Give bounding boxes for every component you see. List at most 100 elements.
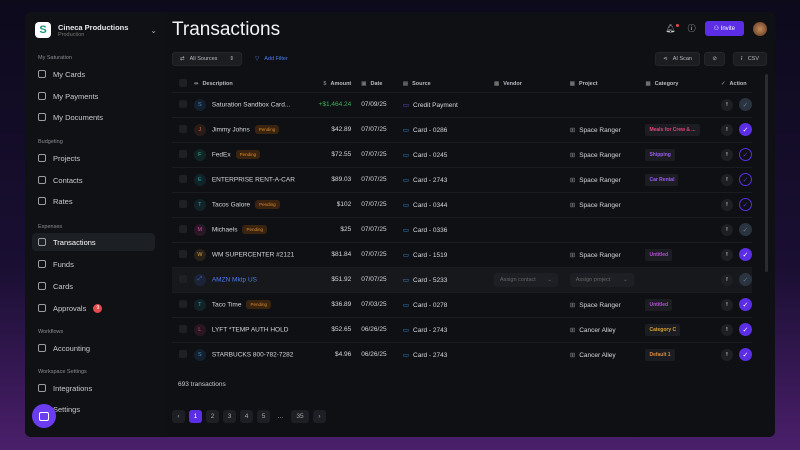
sidebar-item-contacts[interactable]: Contacts xyxy=(32,171,155,189)
org-switcher[interactable]: S Cineca Productions Production ⌄ xyxy=(35,22,157,38)
approve-check-button[interactable]: ✓ xyxy=(738,298,752,311)
sidebar-item-cards[interactable]: Cards xyxy=(32,277,155,295)
category-tag[interactable]: Category C xyxy=(645,324,681,336)
project-cell: ⊞ Space Ranger xyxy=(569,116,646,142)
sources-select[interactable]: ⇄ All Sources ⇕ xyxy=(172,52,242,66)
user-avatar[interactable] xyxy=(753,21,767,36)
category-tag[interactable]: Meals for Crew & ... xyxy=(645,124,700,136)
table-row[interactable]: L LYFT *TEMP AUTH HOLD $52.65 06/26/25 ▭ Card… xyxy=(172,316,752,342)
assign-project-select[interactable]: Assign project ⌄ xyxy=(569,272,634,287)
upload-receipt-button[interactable]: ⭱ xyxy=(720,148,733,161)
approve-check-button[interactable]: ✓ xyxy=(738,248,752,261)
sidebar-item-projects[interactable]: Projects xyxy=(32,149,155,167)
approve-check-button[interactable]: ✓ xyxy=(738,273,752,286)
assign-contact-select[interactable]: Assign contact ⌄ xyxy=(494,272,559,287)
hide-receipts-button[interactable]: ⊘ xyxy=(704,52,725,66)
upload-receipt-button[interactable]: ⭱ xyxy=(720,323,733,336)
table-row[interactable]: T Taco Time Pending $36.89 07/03/25 ▭ Card - 0… xyxy=(172,291,752,317)
row-checkbox[interactable] xyxy=(179,249,187,258)
invite-button[interactable]: ⚇ Invite xyxy=(704,21,744,36)
approve-check-button[interactable]: ✓ xyxy=(738,98,752,111)
add-filter-button[interactable]: ▽ Add Filter xyxy=(248,52,295,66)
approve-check-button[interactable]: ✓ xyxy=(738,223,752,236)
upload-receipt-button[interactable]: ⭱ xyxy=(720,223,733,236)
table-row[interactable]: ⤢ AMZN Mktp US $51.92 07/07/25 ▭ Card - 5233 A… xyxy=(172,266,752,292)
sidebar-item-label: Contacts xyxy=(53,175,83,185)
description-text[interactable]: AMZN Mktp US xyxy=(211,276,257,284)
sidebar-item-my-payments[interactable]: My Payments xyxy=(32,87,155,105)
upload-receipt-button[interactable]: ⭱ xyxy=(720,348,733,361)
row-checkbox[interactable] xyxy=(179,299,187,308)
category-tag[interactable]: Untitled xyxy=(645,299,673,311)
upload-receipt-button[interactable]: ⭱ xyxy=(720,248,733,261)
table-row[interactable]: W WM SUPERCENTER #2121 $81.84 07/07/25 ▭ Card… xyxy=(172,241,752,267)
source-text: Card - 0344 xyxy=(413,201,448,209)
sidebar-item-label: Transactions xyxy=(53,237,96,247)
column-header-project[interactable]: ▦ Project xyxy=(570,76,646,92)
column-header-action[interactable]: ✓ Action xyxy=(721,76,752,92)
table-row[interactable]: S STARBUCKS 800-782-7282 $4.96 06/26/25 ▭ Car… xyxy=(172,341,752,367)
table-row[interactable]: S Saturation Sandbox Card... +$1,464.24 07/… xyxy=(172,91,752,117)
help-icon[interactable]: ⓘ xyxy=(687,24,696,33)
upload-receipt-button[interactable]: ⭱ xyxy=(720,98,733,111)
row-checkbox[interactable] xyxy=(179,124,187,133)
table-row[interactable]: F FedEx Pending $72.55 07/07/25 ▭ Card - 0245 ⊞… xyxy=(172,141,752,167)
select-all-checkbox[interactable] xyxy=(179,78,187,87)
ai-scan-button[interactable]: ⋖ AI Scan xyxy=(655,52,700,66)
category-tag[interactable]: Default 1 xyxy=(645,349,675,362)
approve-check-button[interactable]: ✓ xyxy=(738,173,752,186)
category-tag[interactable]: Shipping xyxy=(645,149,675,161)
row-checkbox[interactable] xyxy=(179,199,187,208)
row-checkbox[interactable] xyxy=(179,224,187,233)
row-checkbox[interactable] xyxy=(179,324,187,333)
category-tag[interactable]: Untitled xyxy=(645,249,673,261)
column-header-amount[interactable]: $ Amount xyxy=(313,76,361,92)
upload-receipt-button[interactable]: ⭱ xyxy=(720,298,733,311)
column-header-description[interactable]: ⇹ Description xyxy=(194,76,314,92)
table-row[interactable]: M Michaels Pending $25 07/07/25 ▭ Card - 0336 ⭱… xyxy=(172,216,752,242)
upload-receipt-button[interactable]: ⭱ xyxy=(720,273,733,286)
bell-icon[interactable]: 🔔︎ xyxy=(665,24,679,33)
row-checkbox[interactable] xyxy=(179,149,187,158)
approve-check-button[interactable]: ✓ xyxy=(738,348,752,362)
table-row[interactable]: J Jimmy Johns Pending $42.89 07/07/25 ▭ Card -… xyxy=(172,116,752,142)
upload-receipt-button[interactable]: ⭱ xyxy=(720,198,733,211)
column-header-source[interactable]: ▤ Source xyxy=(403,76,494,92)
approve-check-button[interactable]: ✓ xyxy=(738,323,752,336)
source-text: Card - 2743 xyxy=(413,326,448,334)
row-checkbox[interactable] xyxy=(179,349,187,358)
scrollbar[interactable] xyxy=(765,74,768,272)
approve-check-button[interactable]: ✓ xyxy=(738,123,752,136)
page-button[interactable]: 1 xyxy=(189,410,202,423)
sidebar-item-my-documents[interactable]: My Documents xyxy=(32,108,155,126)
prev-page-button[interactable]: ‹ xyxy=(172,410,185,423)
sidebar-item-accounting[interactable]: Accounting xyxy=(32,339,155,357)
row-checkbox[interactable] xyxy=(179,99,187,108)
table-row[interactable]: E ENTERPRISE RENT-A-CAR $89.03 07/07/25 ▭ Car… xyxy=(172,166,752,192)
sidebar-item-transactions[interactable]: Transactions xyxy=(32,233,155,251)
upload-receipt-button[interactable]: ⭱ xyxy=(720,123,733,136)
row-checkbox[interactable] xyxy=(179,274,187,283)
upload-receipt-button[interactable]: ⭱ xyxy=(720,173,733,186)
page-button[interactable]: 4 xyxy=(240,410,253,423)
page-button[interactable]: 2 xyxy=(206,410,219,423)
sidebar-item-funds[interactable]: Funds xyxy=(32,255,155,273)
page-button[interactable]: 3 xyxy=(223,410,236,423)
sidebar-item-integrations[interactable]: Integrations xyxy=(32,379,155,397)
column-header-category[interactable]: ▦ Category xyxy=(645,76,720,92)
next-page-button[interactable]: › xyxy=(313,410,326,423)
column-header-vendor[interactable]: ▦ Vendor xyxy=(494,76,570,92)
page-button[interactable]: 5 xyxy=(257,410,270,423)
approve-check-button[interactable]: ✓ xyxy=(738,148,752,161)
column-header-date[interactable]: ▣ Date xyxy=(361,76,403,92)
sidebar-item-rates[interactable]: Rates xyxy=(32,192,155,210)
sidebar-item-approvals[interactable]: Approvals 9 xyxy=(32,299,155,317)
page-button[interactable]: 35 xyxy=(291,410,309,423)
chat-launcher-button[interactable] xyxy=(32,404,56,428)
table-row[interactable]: T Tacos Galore Pending $102 07/07/25 ▭ Card - … xyxy=(172,191,752,217)
csv-export-button[interactable]: ⭱ CSV xyxy=(732,52,767,66)
approve-check-button[interactable]: ✓ xyxy=(738,198,752,211)
row-checkbox[interactable] xyxy=(179,174,187,183)
category-tag[interactable]: Car Rental xyxy=(645,174,679,186)
sidebar-item-my-cards[interactable]: My Cards xyxy=(32,65,155,83)
